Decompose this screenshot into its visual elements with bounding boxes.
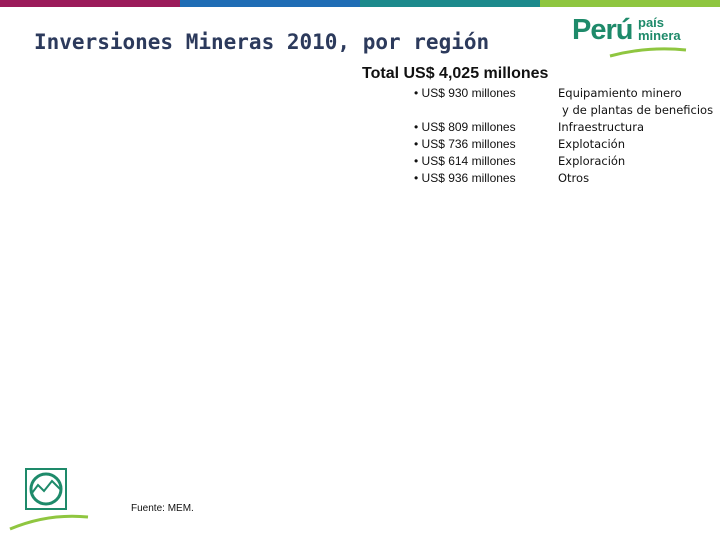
investment-category: Infraestructura — [558, 120, 644, 134]
list-item: • US$ 930 millones Equipamiento minero y… — [414, 86, 714, 120]
investment-amount: • US$ 930 millones — [414, 86, 516, 100]
top-bar-segment-3 — [360, 0, 540, 7]
investment-amount: • US$ 736 millones — [414, 137, 516, 151]
top-bar-segment-2 — [180, 0, 360, 7]
list-item: • US$ 809 millones Infraestructura — [414, 120, 714, 137]
logo-main-text: Perú — [572, 14, 633, 46]
top-color-bar — [0, 0, 720, 7]
logo-sub-text: país minera — [638, 16, 681, 42]
list-item: • US$ 736 millones Explotación — [414, 137, 714, 154]
mining-emblem-icon — [9, 468, 89, 531]
investment-list: • US$ 930 millones Equipamiento minero y… — [414, 86, 714, 188]
investment-amount: • US$ 614 millones — [414, 154, 516, 168]
investment-category: Exploración — [558, 154, 626, 168]
logo-sub-line-1: país — [638, 15, 665, 30]
investment-amount: • US$ 809 millones — [414, 120, 516, 134]
logo-swoosh-icon — [609, 47, 687, 58]
investment-category: Explotación — [558, 137, 626, 151]
peru-brand-logo: Perú país minera — [572, 12, 702, 60]
list-item: • US$ 936 millones Otros — [414, 171, 714, 188]
investment-category: Equipamiento minero — [558, 86, 682, 100]
page-title: Inversiones Mineras 2010, por región — [34, 30, 490, 54]
top-bar-segment-1 — [0, 0, 180, 7]
total-investment: Total US$ 4,025 millones — [362, 65, 549, 82]
investment-amount: • US$ 936 millones — [414, 171, 516, 185]
top-bar-segment-4 — [540, 0, 720, 7]
investment-category-line2: y de plantas de beneficios — [562, 103, 714, 117]
logo-sub-line-2: minera — [638, 28, 681, 43]
investment-category: Otros — [558, 171, 590, 185]
source-note: Fuente: MEM. — [131, 503, 194, 514]
list-item: • US$ 614 millones Exploración — [414, 154, 714, 171]
